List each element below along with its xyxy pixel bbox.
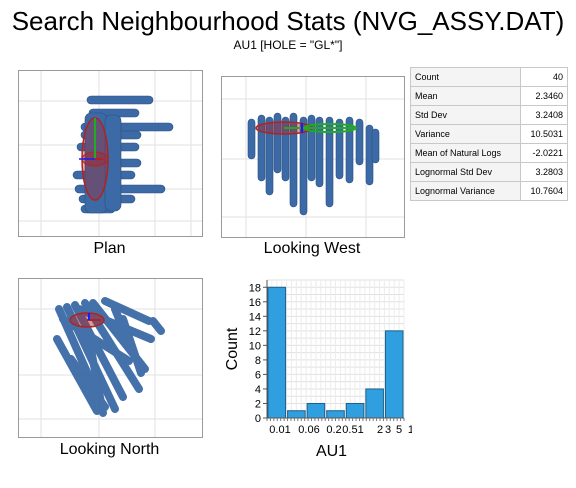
y-tick-label: 4 (255, 384, 261, 396)
histogram-bar (306, 402, 326, 419)
histogram-bar (365, 388, 384, 419)
stats-label: Lognormal Std Dev (410, 162, 521, 182)
x-tick-label: 2 (377, 424, 383, 436)
looking-north-panel[interactable] (18, 278, 203, 438)
x-axis-title: AU1 (316, 443, 347, 460)
stats-label: Count (410, 67, 521, 87)
x-tick-label: 0.51 (342, 424, 363, 436)
chart-subtitle: AU1 [HOLE = "GL*"] (233, 38, 343, 52)
stats-row: Mean of Natural Logs -2.0221 (410, 143, 569, 163)
y-tick-label: 12 (249, 326, 261, 338)
stats-row: Mean 2.3460 (410, 86, 569, 106)
looking-north-label: Looking North (59, 441, 160, 458)
stats-value: 40 (519, 67, 569, 87)
stats-row: Count 40 (410, 67, 569, 87)
plan-view-label: Plan (93, 240, 126, 257)
y-tick-label: 2 (255, 398, 261, 410)
stats-label: Lognormal Variance (410, 181, 521, 201)
histogram-bar (384, 330, 404, 419)
stats-row: Lognormal Std Dev 3.2803 (410, 162, 569, 182)
histogram-chart: 0246810121416180.010.060.20.5123510Count… (224, 279, 412, 460)
y-tick-label: 0 (255, 413, 261, 425)
stats-row: Std Dev 3.2408 (410, 105, 569, 125)
y-tick-label: 14 (249, 311, 261, 323)
y-tick-label: 6 (255, 369, 261, 381)
looking-west-panel[interactable] (221, 76, 405, 238)
x-tick-label: 10 (408, 424, 412, 436)
histogram-bar (345, 402, 365, 419)
histogram-bar (287, 410, 306, 419)
y-tick-label: 8 (255, 355, 261, 367)
stats-value: 2.3460 (519, 86, 569, 106)
histogram-bar (267, 286, 287, 419)
x-tick-label: 0.2 (326, 424, 341, 436)
stats-label: Variance (410, 124, 521, 144)
stats-label: Mean of Natural Logs (410, 143, 521, 163)
looking-west-label: Looking West (263, 240, 361, 257)
stats-row: Lognormal Variance 10.7604 (410, 181, 569, 201)
y-tick-label: 16 (249, 297, 261, 309)
y-tick-label: 18 (249, 282, 261, 294)
stats-value: -2.0221 (519, 143, 569, 163)
plan-view-panel[interactable] (18, 70, 203, 237)
stats-value: 3.2803 (519, 162, 569, 182)
stats-value: 10.7604 (519, 181, 569, 201)
looking-west-plot (222, 77, 404, 237)
stats-label: Mean (410, 86, 521, 106)
stats-label: Std Dev (410, 105, 521, 125)
looking-north-plot (19, 279, 202, 437)
plan-view-plot (19, 71, 202, 236)
x-tick-label: 0.01 (269, 424, 290, 436)
stats-value: 10.5031 (519, 124, 569, 144)
histogram-bar (326, 410, 345, 419)
x-tick-label: 5 (396, 424, 402, 436)
chart-title: Search Neighbourhood Stats (NVG_ASSY.DAT… (11, 6, 565, 36)
y-tick-label: 10 (249, 340, 261, 352)
x-tick-label: 0.06 (298, 424, 319, 436)
stats-value: 3.2408 (519, 105, 569, 125)
stats-row: Variance 10.5031 (410, 124, 569, 144)
y-axis-title: Count (224, 327, 241, 370)
x-tick-label: 3 (385, 424, 391, 436)
stats-table: Count 40 Mean 2.3460 Std Dev 3.2408 Variance 10… (410, 67, 569, 201)
